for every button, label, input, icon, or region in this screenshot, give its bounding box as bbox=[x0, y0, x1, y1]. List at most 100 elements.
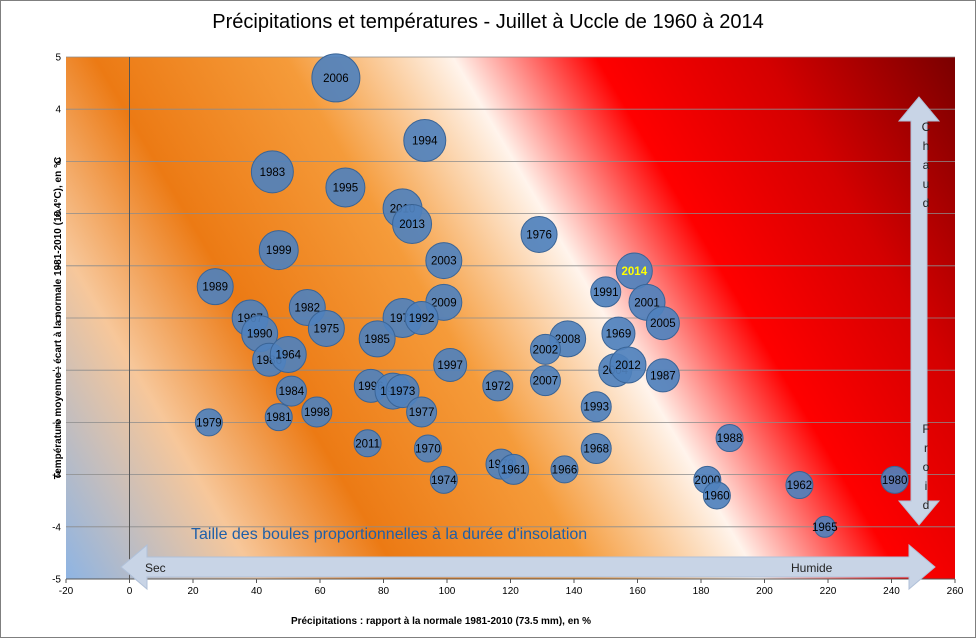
data-point-bubble bbox=[529, 365, 561, 397]
data-point-bubble bbox=[325, 167, 366, 208]
data-point-label: 1974 bbox=[431, 475, 457, 487]
data-point-label: 1961 bbox=[501, 464, 527, 476]
data-point-label: 2006 bbox=[323, 73, 349, 85]
annotation-text: Taille des boules proportionnelles à la … bbox=[191, 526, 587, 543]
data-point-bubble bbox=[529, 333, 561, 365]
data-point-bubble bbox=[353, 429, 382, 458]
data-point-bubble bbox=[307, 309, 345, 347]
data-point-label: 1962 bbox=[787, 480, 813, 492]
data-point-bubble bbox=[425, 242, 463, 280]
data-point-label: 2003 bbox=[431, 256, 457, 268]
data-point-label: 1987 bbox=[650, 370, 676, 382]
data-point-label: 1990 bbox=[247, 329, 273, 341]
data-point-bubble bbox=[813, 515, 836, 538]
horizontal-arrow-right-label: Humide bbox=[791, 561, 833, 575]
data-point-label: 1989 bbox=[202, 282, 228, 294]
data-point-bubble bbox=[645, 306, 680, 341]
x-tick-label: 220 bbox=[820, 586, 837, 597]
x-tick-label: 40 bbox=[251, 586, 263, 597]
data-point-bubble bbox=[429, 465, 458, 494]
x-tick-label: 60 bbox=[314, 586, 326, 597]
data-point-label: 1968 bbox=[583, 444, 609, 456]
data-point-bubble bbox=[580, 391, 612, 423]
y-tick-label: -1 bbox=[52, 366, 61, 377]
x-tick-label: 100 bbox=[439, 586, 456, 597]
y-tick-labels: -5 -4 -3 -2 -1 0 1 2 3 4 5 bbox=[52, 53, 61, 586]
data-point-label: 1970 bbox=[415, 444, 441, 456]
data-point-label: 2009 bbox=[431, 297, 457, 309]
x-tick-label: 0 bbox=[127, 586, 133, 597]
x-tick-label: -20 bbox=[59, 586, 74, 597]
x-tick-label: 140 bbox=[566, 586, 583, 597]
y-tick-label: 2 bbox=[55, 209, 61, 220]
data-point-bubble bbox=[392, 204, 433, 245]
data-point-bubble bbox=[715, 424, 744, 453]
data-point-bubble bbox=[609, 346, 647, 384]
x-tick-label: 180 bbox=[693, 586, 710, 597]
data-point-label: 1991 bbox=[593, 287, 619, 299]
data-point-bubble bbox=[403, 119, 447, 163]
y-tick-label: 4 bbox=[55, 105, 61, 116]
data-point-bubble bbox=[311, 53, 361, 103]
data-point-bubble bbox=[301, 396, 333, 428]
y-tick-label: -2 bbox=[52, 418, 61, 429]
y-tick-label: -5 bbox=[52, 575, 61, 586]
data-point-bubble bbox=[385, 374, 420, 409]
chart-title: Précipitations et températures - Juillet… bbox=[212, 11, 764, 33]
data-point-bubble bbox=[433, 347, 468, 382]
data-point-label: 1997 bbox=[437, 360, 463, 372]
data-point-bubble bbox=[358, 320, 396, 358]
horizontal-arrow-left-label: Sec bbox=[145, 561, 166, 575]
data-point-label: 2012 bbox=[615, 360, 641, 372]
data-point-label: 1999 bbox=[266, 245, 292, 257]
data-point-label: 1975 bbox=[314, 323, 340, 335]
y-axis-label: Température moyenne : écart à la normale… bbox=[53, 157, 64, 479]
x-tick-label: 20 bbox=[187, 586, 199, 597]
data-point-bubble bbox=[645, 358, 680, 393]
data-point-label: 2011 bbox=[355, 438, 380, 450]
y-tick-label: 5 bbox=[55, 53, 61, 64]
x-tick-label: 240 bbox=[883, 586, 900, 597]
x-tick-label: 200 bbox=[756, 586, 773, 597]
data-point-label: 1995 bbox=[333, 183, 359, 195]
data-point-label: 1964 bbox=[275, 350, 301, 362]
data-point-label: 1966 bbox=[552, 464, 578, 476]
data-point-label: 1969 bbox=[606, 329, 632, 341]
data-point-bubble bbox=[413, 434, 442, 463]
y-tick-label: 3 bbox=[55, 157, 61, 168]
data-point-bubble bbox=[880, 465, 909, 494]
x-tick-label: 160 bbox=[629, 586, 646, 597]
data-point-bubble bbox=[194, 408, 223, 437]
data-point-label: 1992 bbox=[409, 313, 435, 325]
data-point-label: 1979 bbox=[196, 417, 222, 429]
data-point-bubble bbox=[269, 336, 307, 374]
data-point-label: 1960 bbox=[704, 490, 730, 502]
data-point-label: 2008 bbox=[555, 334, 581, 346]
data-point-bubble bbox=[250, 150, 294, 194]
data-point-label: 1976 bbox=[526, 229, 552, 241]
data-point-label: 1998 bbox=[304, 407, 330, 419]
data-point-bubble bbox=[785, 471, 814, 500]
horizontal-arrow: Sec Humide bbox=[120, 543, 936, 591]
data-point-bubble bbox=[275, 375, 307, 407]
data-point-label: 2007 bbox=[533, 376, 559, 388]
data-point-label: 2002 bbox=[533, 344, 559, 356]
y-tick-label: 0 bbox=[55, 314, 61, 325]
data-point-label: 1984 bbox=[279, 386, 305, 398]
x-tick-label: 120 bbox=[502, 586, 519, 597]
data-point-label: 1982 bbox=[295, 303, 321, 315]
data-point-label: 1973 bbox=[390, 386, 416, 398]
x-axis-label: Précipitations : rapport à la normale 19… bbox=[291, 616, 591, 627]
data-point-bubble bbox=[196, 268, 234, 306]
data-point-label: 1981 bbox=[266, 412, 292, 424]
x-tick-labels: -20 0 20 40 60 80 100 120 140 160 180 200 220 240 260 bbox=[59, 579, 964, 597]
data-point-label: 2013 bbox=[399, 219, 425, 231]
data-point-label: 1983 bbox=[260, 167, 286, 179]
data-point-bubble bbox=[550, 455, 579, 484]
data-point-bubble bbox=[580, 433, 612, 464]
x-tick-label: 260 bbox=[947, 586, 964, 597]
